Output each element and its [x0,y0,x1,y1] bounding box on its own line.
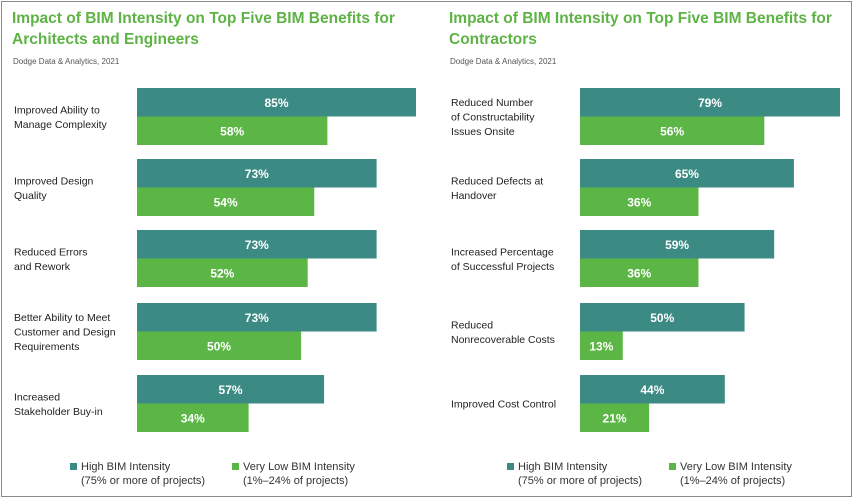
category-label: Increased Stakeholder Buy-in [14,391,103,418]
bar-high-intensity [580,230,775,259]
data-label: 21% [603,411,627,425]
bar-low-intensity [137,187,315,216]
category-label-line: of Constructability [451,112,535,124]
bar-high-intensity [137,159,377,188]
data-label: 73% [245,311,269,325]
data-label: 79% [698,96,722,110]
chart-title: Impact of BIM Intensity on Top Five BIM … [12,10,395,48]
legend-sub-low: (1%–24% of projects) [680,475,786,487]
legend-sub-low: (1%–24% of projects) [243,475,349,487]
category-label: Reduced Nonrecoverable Costs [451,319,555,346]
category-label-line: Increased Percentage [451,246,554,258]
bar-high-intensity [137,375,325,404]
category-label-line: Stakeholder Buy-in [14,406,103,418]
bar-chart-contractors: Reduced Number of Constructability Issues … [451,88,840,432]
category-label-line: Handover [451,190,497,202]
category-label-line: Reduced Number [451,97,534,109]
category-label: Improved Design Quality [14,175,94,202]
category-label-line: Reduced Errors [14,246,88,258]
category-label-line: Issues Onsite [451,126,515,138]
category-label: Reduced Errors and Rework [14,246,88,273]
category-label-line: Customer and Design [14,327,116,339]
legend-sub-high: (75% or more of projects) [81,475,206,487]
panel-contractors: Impact of BIM Intensity on Top Five BIM … [439,2,853,498]
category-label-line: Manage Complexity [14,119,108,131]
bar-low-intensity [137,403,249,432]
data-label: 50% [207,339,231,353]
bar-high-intensity [580,159,794,188]
panel-architects-engineers: Impact of BIM Intensity on Top Five BIM … [2,2,432,498]
bar-chart-architects-engineers: Improved Ability to Manage Complexity 85% 5… [14,88,416,432]
data-label: 13% [589,339,613,353]
category-label-line: and Rework [14,261,71,273]
bar-high-intensity [137,303,377,332]
category-label: Improved Ability to Manage Complexity [14,104,108,131]
chart-title: Impact of BIM Intensity on Top Five BIM … [449,10,832,48]
data-label: 50% [650,311,674,325]
data-label: 85% [264,96,288,110]
legend-sub-high: (75% or more of projects) [518,475,643,487]
category-label: Reduced Defects at Handover [451,175,543,202]
bar-low-intensity [580,116,765,145]
category-label: Better Ability to Meet Customer and Desig… [14,312,116,353]
bar-low-intensity [580,187,699,216]
category-label-line: Better Ability to Meet [14,312,110,324]
bar-high-intensity [580,375,725,404]
category-label: Improved Cost Control [451,399,556,411]
category-label-line: Increased [14,391,60,403]
category-label: Reduced Number of Constructability Issues … [451,97,535,138]
bar-high-intensity [580,88,840,117]
legend-label-high: High BIM Intensity [518,461,608,473]
bar-low-intensity [580,403,650,432]
category-label-line: Quality [14,190,47,202]
bar-low-intensity [137,116,328,145]
category-label-line: Improved Ability to [14,104,100,116]
data-label: 36% [627,195,651,209]
category-label-line: Reduced [451,319,493,331]
legend-swatch-low [232,463,239,470]
data-label: 54% [214,195,238,209]
bar-high-intensity [137,88,416,117]
category-label-line: Improved Design [14,175,94,187]
legend-swatch-low [669,463,676,470]
category-label-line: Requirements [14,341,79,353]
bar-high-intensity [580,303,745,332]
bar-high-intensity [137,230,377,259]
legend-label-high: High BIM Intensity [81,461,171,473]
data-label: 52% [210,266,234,280]
bar-low-intensity [580,331,623,360]
bar-low-intensity [137,258,308,287]
data-label: 65% [675,167,699,181]
data-label: 73% [245,238,269,252]
data-label: 44% [640,383,664,397]
chart-source: Dodge Data & Analytics, 2021 [13,57,120,66]
category-label-line: Reduced Defects at [451,175,543,187]
category-label: Increased Percentage of Successful Projec… [451,246,554,273]
legend-swatch-high [70,463,77,470]
legend-label-low: Very Low BIM Intensity [680,461,792,473]
chart-source: Dodge Data & Analytics, 2021 [450,57,557,66]
data-label: 59% [665,238,689,252]
bar-low-intensity [137,331,302,360]
legend-swatch-high [507,463,514,470]
legend-label-low: Very Low BIM Intensity [243,461,355,473]
data-label: 73% [245,167,269,181]
category-label-line: Nonrecoverable Costs [451,334,555,346]
data-label: 58% [220,124,244,138]
bar-low-intensity [580,258,699,287]
data-label: 36% [627,266,651,280]
data-label: 56% [660,124,684,138]
category-label-line: of Successful Projects [451,261,554,273]
data-label: 34% [181,411,205,425]
data-label: 57% [219,383,243,397]
category-label-line: Improved Cost Control [451,399,556,411]
